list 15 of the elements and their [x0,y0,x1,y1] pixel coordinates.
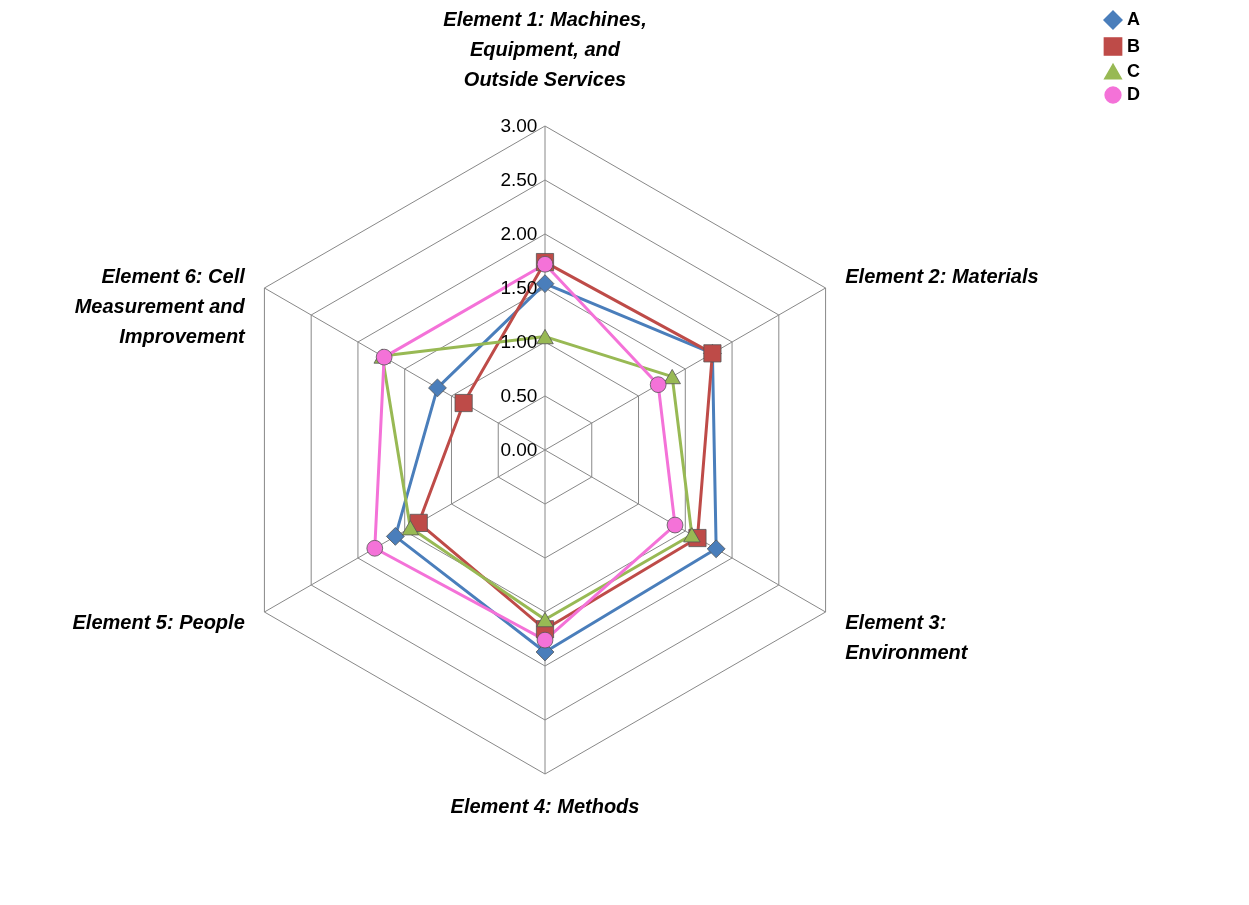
legend-label: C [1127,60,1140,81]
legend-label: B [1127,35,1140,56]
spoke-label: Element 3: Environment [845,611,969,664]
legend-label: A [1127,9,1140,29]
spoke-label: Element 2: Materials [845,264,1039,287]
spoke-label: Element 4: Methods [450,794,640,817]
spoke-label: Element 6: Cell Measurement and Improvement [74,264,247,347]
y-tick-label: 0.50 [500,385,538,406]
spoke-label: Element 5: People [72,611,245,634]
y-tick-label: 3.00 [500,115,538,136]
y-tick-label: 2.50 [500,169,538,190]
y-tick-label: 0.00 [500,439,538,460]
y-tick-label: 2.00 [500,223,538,244]
legend-label: D [1127,84,1140,104]
spoke-label: Element 1: Machines, Equipment, and Outside Services [443,8,647,91]
